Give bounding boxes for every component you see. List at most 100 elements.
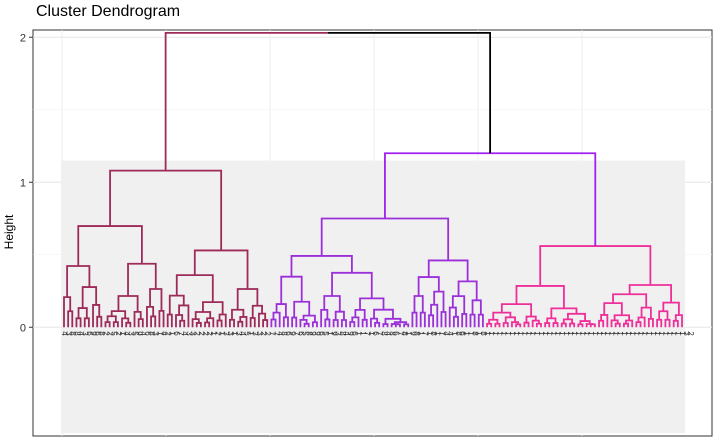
leaf-label: 6 [392, 331, 401, 336]
dendrogram-link [194, 311, 212, 320]
leaf-label: 6 [296, 331, 305, 336]
leaf-label: 3 [81, 331, 90, 336]
dendrogram-link [674, 314, 683, 328]
leaf-label: 9 [288, 331, 297, 336]
leaf-label: 1 [574, 331, 583, 336]
dendrogram-link [567, 312, 586, 322]
leaf-label: 1 [641, 331, 650, 336]
leaf-label: 3 [226, 331, 235, 336]
leaf-label: 4 [180, 331, 189, 336]
dendrogram-link [625, 319, 634, 328]
y-tick-label: 2 [20, 32, 26, 44]
leaf-label: 7 [271, 331, 280, 336]
dendrogram-link [613, 314, 631, 321]
leaf-label: 1 [155, 331, 164, 336]
leaf-label: 1 [620, 331, 629, 336]
dendrogram-link [525, 315, 537, 323]
leaf-label: 7 [375, 331, 384, 336]
dendrogram-link [550, 307, 578, 319]
leaf-label: 2 [259, 331, 268, 336]
dendrogram-link [354, 308, 366, 320]
dendrogram-link [81, 286, 98, 309]
leaf-label: 1 [462, 331, 471, 336]
leaf-label: 1 [632, 331, 641, 336]
cluster-band-3 [484, 160, 685, 434]
leaf-label: 7 [267, 331, 276, 336]
dendrogram-link [137, 318, 144, 328]
leaf-label: 1 [218, 331, 227, 336]
leaf-label: 3 [184, 331, 193, 336]
leaf-label: 1 [665, 331, 674, 336]
leaf-label: 1 [595, 331, 604, 336]
dendrogram-link [612, 293, 648, 308]
leaf-label: 1 [466, 331, 475, 336]
dendrogram-link [202, 301, 224, 315]
leaf-label: 1 [624, 331, 633, 336]
leaf-label: 1 [404, 331, 413, 336]
leaf-label: 4 [139, 331, 148, 336]
leaf-label: 1 [628, 331, 637, 336]
leaf-label: 8 [412, 331, 421, 336]
dendrogram-link [262, 319, 269, 328]
dendrogram-link [236, 288, 259, 310]
leaf-label: 7 [363, 331, 372, 336]
leaf-label: 1 [450, 331, 459, 336]
leaf-label: 1 [325, 331, 334, 336]
dendrogram-link [77, 307, 88, 319]
dendrogram-link [334, 310, 345, 320]
dendrogram-link [175, 274, 214, 303]
leaf-label: 2 [193, 331, 202, 336]
leaf-label: 1 [491, 331, 500, 336]
dendrogram-link [229, 318, 235, 328]
dendrogram-link [191, 318, 200, 328]
dendrogram-link [125, 321, 132, 328]
dendrogram-link [640, 306, 652, 319]
dendrogram-link [272, 311, 281, 328]
leaf-label: 1 [516, 331, 525, 336]
dendrogram-link [672, 319, 679, 328]
leaf-label: 1 [603, 331, 612, 336]
dendrogram-link [569, 322, 576, 328]
leaf-label: 4 [76, 331, 85, 336]
leaf-label: 3 [64, 331, 73, 336]
dendrogram-link [361, 318, 368, 328]
dendrogram-link [628, 284, 673, 303]
leaf-label: 1 [537, 331, 546, 336]
leaf-label: 4 [60, 331, 69, 336]
dendrogram-link [121, 317, 130, 328]
dendrogram-link [531, 319, 540, 328]
leaf-label: 1 [670, 331, 679, 336]
leaf-label: 5 [110, 331, 119, 336]
dendrogram-link [83, 317, 90, 328]
leaf-label: 8 [338, 331, 347, 336]
leaf-label: 3 [255, 331, 264, 336]
y-axis: 0 1 2 [20, 32, 33, 334]
dendrogram-link [562, 318, 573, 324]
dendrogram-link [179, 319, 186, 328]
leaf-label: 9 [309, 331, 318, 336]
root-link-left [164, 32, 328, 171]
leaf-label: 4 [276, 331, 285, 336]
leaf-label: 1 [582, 331, 591, 336]
leaf-label: 1 [433, 331, 442, 336]
dendrogram-link [133, 310, 142, 328]
leaf-label: 4 [446, 331, 455, 336]
leaf-label: 9 [408, 331, 417, 336]
chart-title: Cluster Dendrogram [36, 3, 181, 20]
leaf-label: 1 [529, 331, 538, 336]
leaf-label: 1 [649, 331, 658, 336]
leaf-label: 1 [168, 331, 177, 336]
dendrogram-link [231, 308, 245, 320]
leaf-label: 9 [135, 331, 144, 336]
dendrogram-links [63, 32, 683, 328]
leaf-label: 2 [213, 331, 222, 336]
leaf-label: 6 [284, 331, 293, 336]
leaf-label: 3 [151, 331, 160, 336]
leaf-label: 2 [197, 331, 206, 336]
y-tick-label: 1 [20, 177, 26, 189]
leaf-label: 8 [379, 331, 388, 336]
leaf-label: 2 [201, 331, 210, 336]
leaf-label: 3 [251, 331, 260, 336]
leaf-label: 8 [400, 331, 409, 336]
